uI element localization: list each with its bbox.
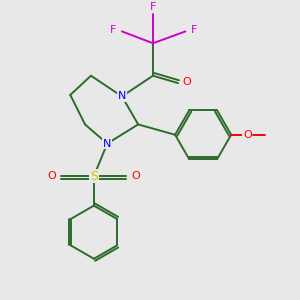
Text: O: O [131, 171, 140, 181]
Text: F: F [191, 25, 197, 35]
Text: F: F [150, 2, 156, 12]
Text: O: O [182, 76, 191, 87]
Text: O: O [243, 130, 252, 140]
Text: N: N [103, 139, 111, 148]
Text: O: O [48, 171, 56, 181]
Text: N: N [118, 92, 126, 101]
Text: F: F [110, 25, 116, 35]
Text: S: S [90, 169, 98, 183]
